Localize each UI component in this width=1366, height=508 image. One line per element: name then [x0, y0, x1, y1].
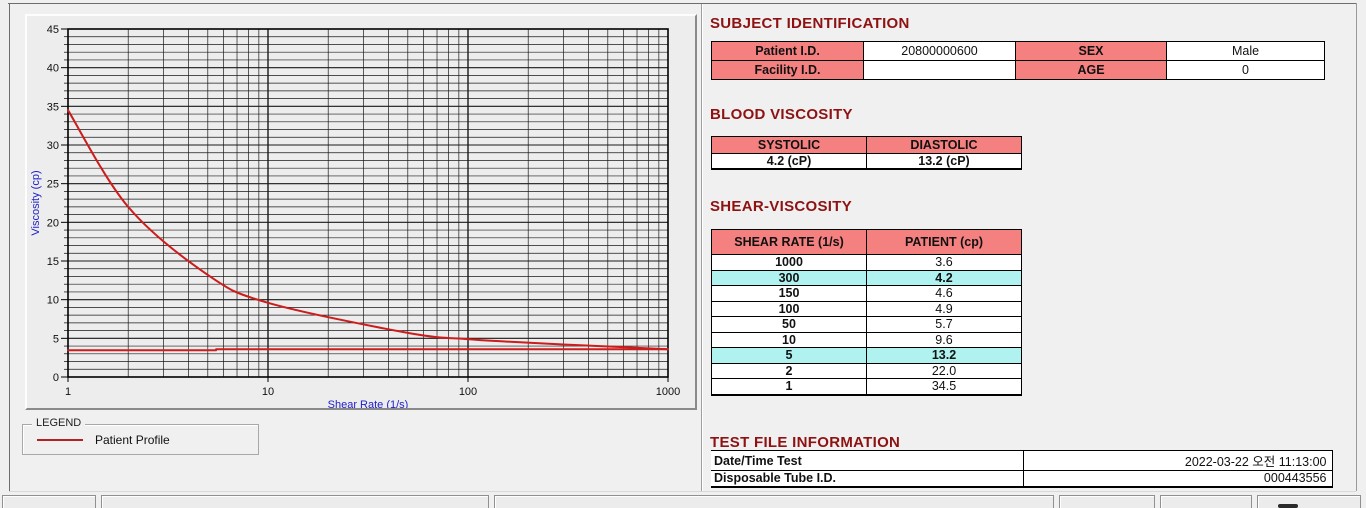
- legend: LEGEND Patient Profile: [22, 417, 259, 455]
- disposable-tube-id-label: Disposable Tube I.D.: [711, 470, 1024, 487]
- patient-cp-cell: 9.6: [866, 331, 1022, 348]
- age-value: 0: [1166, 60, 1325, 80]
- bottom-panel-3: [494, 495, 1054, 508]
- bottom-button-2[interactable]: [1160, 495, 1252, 508]
- shear-rate-cell: 100: [711, 300, 867, 317]
- shear-table-row: 1000 3.6: [711, 254, 1022, 271]
- viscosity-chart-svg: 0 5 10 15 20 25 30 35 40 45 1 10 100 1000 Shear Rate (…: [30, 24, 680, 411]
- date-time-test-label: Date/Time Test: [711, 450, 1024, 471]
- svg-text:15: 15: [47, 256, 59, 268]
- shear-rate-cell: 150: [711, 285, 867, 302]
- svg-text:10: 10: [262, 386, 274, 398]
- sex-label: SEX: [1015, 41, 1167, 61]
- pane-separator: [701, 4, 702, 491]
- svg-text:Shear Rate (1/s): Shear Rate (1/s): [328, 399, 409, 408]
- svg-text:1: 1: [65, 386, 71, 398]
- svg-text:10: 10: [47, 295, 59, 307]
- systolic-header: SYSTOLIC: [711, 136, 867, 154]
- shear-rate-cell: 300: [711, 269, 867, 286]
- age-label: AGE: [1015, 60, 1167, 80]
- shear-table-row: 1 34.5: [711, 378, 1022, 395]
- patient-cp-cell: 4.6: [866, 285, 1022, 302]
- shear-table-row: 5 13.2: [711, 347, 1022, 364]
- test-file-information-table: Date/Time Test 2022-03-22 오전 11:13:00 Di…: [711, 450, 1333, 488]
- legend-entry: Patient Profile: [37, 433, 170, 447]
- table-row: Facility I.D. AGE 0: [711, 60, 1325, 80]
- systolic-value: 4.2 (cP): [711, 153, 867, 170]
- shear-rate-header: SHEAR RATE (1/s): [711, 229, 867, 255]
- legend-title: LEGEND: [32, 417, 86, 429]
- bottom-panel-1: [2, 495, 96, 508]
- window-frame-right: [1356, 3, 1357, 491]
- svg-text:40: 40: [47, 63, 59, 75]
- shear-table-row: 300 4.2: [711, 269, 1022, 286]
- svg-text:20: 20: [47, 217, 59, 229]
- patient-cp-cell: 13.2: [866, 347, 1022, 364]
- window-frame-top: [8, 3, 1357, 4]
- bottom-groove: [9, 491, 1356, 492]
- shear-viscosity-table: SHEAR RATE (1/s) PATIENT (cp) 1000 3.6 300…: [711, 229, 1022, 396]
- shear-table-row: 10 9.6: [711, 331, 1022, 348]
- table-row: 4.2 (cP) 13.2 (cP): [711, 153, 1022, 170]
- patient-cp-header: PATIENT (cp): [866, 229, 1022, 255]
- blood-viscosity-table: SYSTOLIC DIASTOLIC 4.2 (cP) 13.2 (cP): [711, 136, 1022, 170]
- svg-text:25: 25: [47, 179, 59, 191]
- svg-text:45: 45: [47, 24, 59, 36]
- shear-table-row: 50 5.7: [711, 316, 1022, 333]
- shear-table-row: 100 4.9: [711, 300, 1022, 317]
- cutoff-button-text: [1278, 504, 1298, 508]
- svg-text:1000: 1000: [656, 386, 680, 398]
- viscosity-chart-panel: 0 5 10 15 20 25 30 35 40 45 1 10 100 1000 Shear Rate (…: [25, 14, 697, 411]
- shear-rate-cell: 50: [711, 316, 867, 333]
- table-row: Disposable Tube I.D. 000443556: [711, 470, 1333, 487]
- svg-text:30: 30: [47, 140, 59, 152]
- sex-value: Male: [1166, 41, 1325, 61]
- subject-identification-table: Patient I.D. 20800000600 SEX Male Facili…: [711, 41, 1325, 80]
- svg-text:5: 5: [53, 333, 59, 345]
- disposable-tube-id-value: 000443556: [1022, 470, 1333, 487]
- svg-text:0: 0: [53, 372, 59, 384]
- shear-viscosity-title: SHEAR-VISCOSITY: [710, 198, 853, 215]
- patient-cp-cell: 4.9: [866, 300, 1022, 317]
- subject-identification-title: SUBJECT IDENTIFICATION: [710, 15, 910, 32]
- patient-cp-cell: 34.5: [866, 378, 1022, 395]
- patient-cp-cell: 22.0: [866, 362, 1022, 379]
- shear-rate-cell: 10: [711, 331, 867, 348]
- shear-rate-cell: 5: [711, 347, 867, 364]
- patient-cp-cell: 3.6: [866, 254, 1022, 271]
- diastolic-header: DIASTOLIC: [866, 136, 1022, 154]
- patient-cp-cell: 4.2: [866, 269, 1022, 286]
- facility-id-value: [863, 60, 1016, 80]
- svg-text:Viscosity (cp): Viscosity (cp): [30, 170, 42, 235]
- svg-text:35: 35: [47, 101, 59, 113]
- table-row: Patient I.D. 20800000600 SEX Male: [711, 41, 1325, 61]
- bottom-button-1[interactable]: [1059, 495, 1155, 508]
- shear-rate-cell: 1: [711, 378, 867, 395]
- bottom-panel-2: [101, 495, 489, 508]
- patient-id-value: 20800000600: [863, 41, 1016, 61]
- shear-table-row: 150 4.6: [711, 285, 1022, 302]
- blood-viscosity-title: BLOOD VISCOSITY: [710, 106, 853, 123]
- bottom-button-3[interactable]: [1257, 495, 1361, 508]
- facility-id-label: Facility I.D.: [711, 60, 864, 80]
- svg-text:100: 100: [459, 386, 477, 398]
- shear-table-row: 2 22.0: [711, 362, 1022, 379]
- legend-line-sample-icon: [37, 439, 83, 441]
- table-row: SYSTOLIC DIASTOLIC: [711, 136, 1022, 154]
- date-time-test-value: 2022-03-22 오전 11:13:00: [1022, 450, 1333, 471]
- window-frame-left: [9, 3, 10, 491]
- shear-rate-cell: 2: [711, 362, 867, 379]
- test-file-information-title: TEST FILE INFORMATION: [710, 434, 901, 451]
- table-row: SHEAR RATE (1/s) PATIENT (cp): [711, 229, 1022, 255]
- patient-cp-cell: 5.7: [866, 316, 1022, 333]
- diastolic-value: 13.2 (cP): [866, 153, 1022, 170]
- legend-entry-label: Patient Profile: [95, 433, 170, 447]
- patient-id-label: Patient I.D.: [711, 41, 864, 61]
- shear-rate-cell: 1000: [711, 254, 867, 271]
- table-row: Date/Time Test 2022-03-22 오전 11:13:00: [711, 450, 1333, 471]
